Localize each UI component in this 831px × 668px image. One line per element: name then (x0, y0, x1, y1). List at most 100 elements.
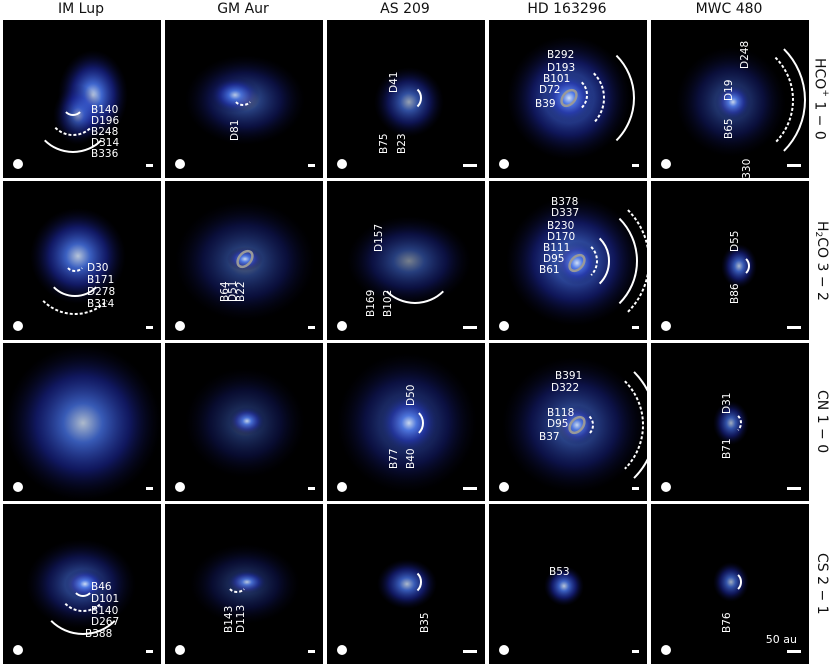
emission-map (502, 357, 647, 493)
gap-arc (774, 56, 794, 144)
ring-arc (615, 54, 635, 142)
ring-arc (44, 139, 102, 153)
emission-glow (229, 407, 265, 435)
emission-map (185, 368, 305, 478)
feature-label: B35 (419, 612, 431, 633)
ring-arc (386, 290, 444, 304)
scale-bar (308, 650, 315, 653)
row-title-cs: CS 2 − 1 (814, 553, 830, 615)
ring-arc (618, 217, 638, 305)
emission-map (190, 544, 300, 624)
emission-glow (5, 345, 161, 501)
feature-label: D170 (547, 231, 576, 243)
column-title-as-209: AS 209 (380, 1, 430, 17)
feature-label: B61 (539, 264, 560, 276)
beam-marker (661, 482, 671, 492)
ring-arc (633, 371, 647, 479)
scale-bar (787, 487, 801, 490)
feature-label: D55 (729, 230, 741, 252)
scale-bar (632, 487, 639, 490)
beam-marker (337, 645, 347, 655)
beam-marker (13, 321, 23, 331)
emission-map (337, 353, 477, 493)
feature-label: D322 (551, 382, 580, 394)
gap-arc (737, 415, 742, 431)
beam-marker (337, 321, 347, 331)
ring-arc (737, 574, 742, 590)
column-title-hd-163296: HD 163296 (527, 1, 607, 17)
beam-marker (175, 159, 185, 169)
panel-cs-gm-aur: B143 D113 (165, 504, 323, 664)
feature-label: B336 (91, 148, 119, 160)
column-title-gm-aur: GM Aur (217, 1, 269, 17)
feature-label: B118 (547, 407, 575, 419)
beam-marker (13, 482, 23, 492)
ring-arc (783, 48, 806, 152)
ring-arc (416, 88, 422, 108)
panel-cs-hd-163296: B53 (489, 504, 647, 664)
panel-cn-as-209: D50 B77 B40 (327, 343, 485, 501)
emission-glow (377, 559, 437, 609)
beam-marker (175, 482, 185, 492)
feature-label: B230 (547, 220, 575, 232)
beam-marker (175, 321, 185, 331)
feature-label: B23 (396, 133, 408, 154)
feature-label: D113 (235, 604, 247, 633)
gap-arc (593, 72, 605, 124)
column-title-mwc-480: MWC 480 (695, 1, 763, 17)
feature-label: D196 (91, 115, 120, 127)
emission-map (30, 208, 126, 315)
ring-arc (416, 572, 422, 592)
emission-glow (210, 77, 260, 113)
emission-glow (544, 73, 594, 123)
row-title-hco: HCO+ 1 − 0 (811, 58, 830, 140)
emission-glow (713, 401, 749, 445)
scale-bar (632, 650, 639, 653)
continuum-contour (568, 415, 586, 435)
gap-arc (42, 300, 108, 315)
emission-glow (713, 562, 749, 602)
scale-bar (787, 164, 801, 167)
gap-arc (590, 246, 598, 276)
feature-label: B22 (235, 281, 247, 302)
feature-label: D95 (547, 418, 569, 430)
panel-h2co-as-209: D157 B169 B102 (327, 181, 485, 340)
feature-label: D19 (723, 79, 735, 101)
emission-map (26, 539, 136, 635)
emission-map (676, 47, 806, 157)
beam-marker (337, 159, 347, 169)
emission-map (506, 196, 647, 326)
beam-marker (661, 645, 671, 655)
feature-label: D41 (388, 71, 400, 93)
row-title-cn: CN 1 − 0 (814, 390, 830, 454)
emission-map (544, 566, 584, 606)
scale-bar (146, 650, 153, 653)
beam-marker (13, 159, 23, 169)
ring-arc (75, 592, 91, 597)
feature-label: B140 (91, 104, 119, 116)
scale-bar (308, 164, 315, 167)
feature-label: B40 (405, 448, 417, 469)
emission-glow (544, 566, 584, 606)
panel-h2co-hd-163296: B378 D337 B230 D170 B111 D95 B61 (489, 181, 647, 340)
emission-map (5, 345, 161, 501)
scale-bar (787, 650, 801, 653)
emission-map (175, 201, 315, 321)
scale-bar (632, 164, 639, 167)
feature-label: B71 (721, 438, 733, 459)
feature-label: D30 (87, 262, 109, 274)
feature-label: B46 (91, 581, 112, 593)
continuum-contour (560, 88, 578, 108)
panel-h2co-gm-aur: B64 D51 B22 (165, 181, 323, 340)
beam-marker (175, 645, 185, 655)
feature-label: D31 (721, 392, 733, 414)
emission-glow (30, 208, 126, 304)
feature-label: B39 (535, 98, 556, 110)
gap-arc (235, 101, 251, 106)
emission-glow (557, 405, 597, 445)
scale-bar (463, 326, 477, 329)
panel-hco-gm-aur: D81 (165, 20, 323, 178)
scale-bar (308, 487, 315, 490)
feature-label: D50 (405, 384, 417, 406)
beam-marker (337, 482, 347, 492)
